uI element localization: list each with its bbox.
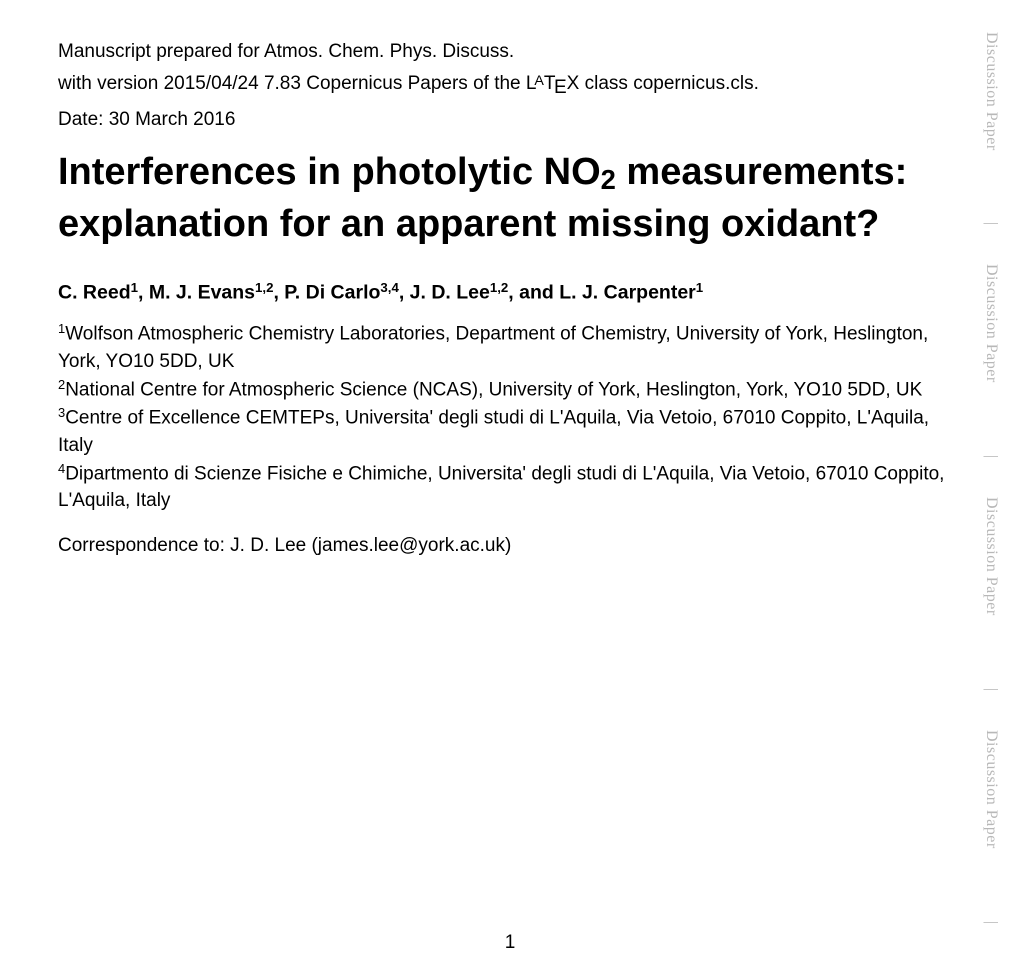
side-label-2: Discussion Paper [982,264,1000,383]
version-line: with version 2015/04/24 7.83 Copernicus … [58,70,962,102]
side-sep-3: | [982,688,1000,691]
author-4-affil: 1,2 [490,280,508,295]
side-margin-labels: Discussion Paper | Discussion Paper | Di… [982,0,1010,976]
side-label-1: Discussion Paper [982,32,1000,151]
author-4: , J. D. Lee [399,281,490,303]
author-2: , M. J. Evans [138,281,255,303]
side-label-3: Discussion Paper [982,497,1000,616]
date-line: Date: 30 March 2016 [58,106,962,134]
affil-4-text: Dipartmento di Scienze Fisiche e Chimich… [58,463,944,511]
side-sep-2: | [982,455,1000,458]
author-3-affil: 3,4 [380,280,398,295]
title-subscript: 2 [601,164,616,195]
side-label-4: Discussion Paper [982,730,1000,849]
author-5: , and L. J. Carpenter [508,281,695,303]
manuscript-prepared-for: Manuscript prepared for Atmos. Chem. Phy… [58,38,962,66]
author-1: C. Reed [58,281,131,303]
affil-2-text: National Centre for Atmospheric Science … [65,379,922,400]
affiliations: 1Wolfson Atmospheric Chemistry Laborator… [58,320,962,515]
side-sep-1: | [982,222,1000,225]
affil-3-text: Centre of Excellence CEMTEPs, Universita… [58,408,929,456]
title-prefix: Interferences in photolytic NO [58,151,601,193]
version-suffix: class copernicus.cls. [579,73,759,94]
paper-title: Interferences in photolytic NO2 measurem… [58,147,962,250]
author-2-affil: 1,2 [255,280,273,295]
author-3: , P. Di Carlo [273,281,380,303]
author-1-affil: 1 [131,280,138,295]
affil-1-text: Wolfson Atmospheric Chemistry Laboratori… [58,324,928,372]
version-prefix: with version 2015/04/24 7.83 Copernicus … [58,73,526,94]
latex-logo: LATEX [526,73,579,94]
page-number: 1 [0,932,1020,954]
author-5-affil: 1 [696,280,703,295]
correspondence: Correspondence to: J. D. Lee (james.lee@… [58,535,962,557]
author-list: C. Reed1, M. J. Evans1,2, P. Di Carlo3,4… [58,279,962,307]
side-sep-4: | [982,921,1000,924]
